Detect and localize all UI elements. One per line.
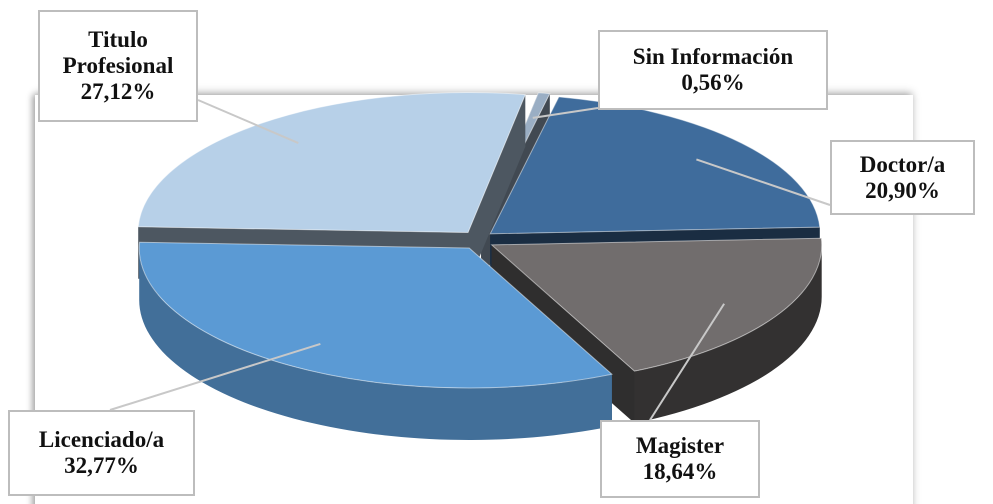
slice-radial-face <box>468 94 526 285</box>
data-label: Doctor/a 20,90% <box>830 140 975 215</box>
value-label: 0,56% <box>681 70 745 95</box>
category-label: Magister <box>635 433 725 458</box>
value-label: 20,90% <box>865 177 940 203</box>
category-label: Licenciado/a <box>38 427 165 452</box>
slice <box>490 237 823 372</box>
leader-line <box>696 158 831 206</box>
slice <box>138 241 613 389</box>
value-label: 27,12% <box>80 79 156 104</box>
leader-line <box>649 303 725 421</box>
leader-line <box>197 99 299 144</box>
slice-side <box>634 244 822 424</box>
leader-line <box>532 107 599 119</box>
data-label: Titulo Profesional 27,12% <box>38 10 198 122</box>
category-label: Doctor/a <box>859 151 946 177</box>
slice-side <box>139 248 612 440</box>
category-label: Titulo Profesional <box>62 27 174 78</box>
data-label: Magister 18,64% <box>600 420 760 498</box>
value-label: 18,64% <box>642 459 718 484</box>
value-label: 32,77% <box>64 453 139 478</box>
slice <box>137 91 527 234</box>
data-label: Sin Información 0,56% <box>598 30 828 110</box>
data-label: Licenciado/a 32,77% <box>8 410 195 496</box>
leader-line <box>109 342 321 411</box>
category-label: Sin Información <box>632 44 794 69</box>
